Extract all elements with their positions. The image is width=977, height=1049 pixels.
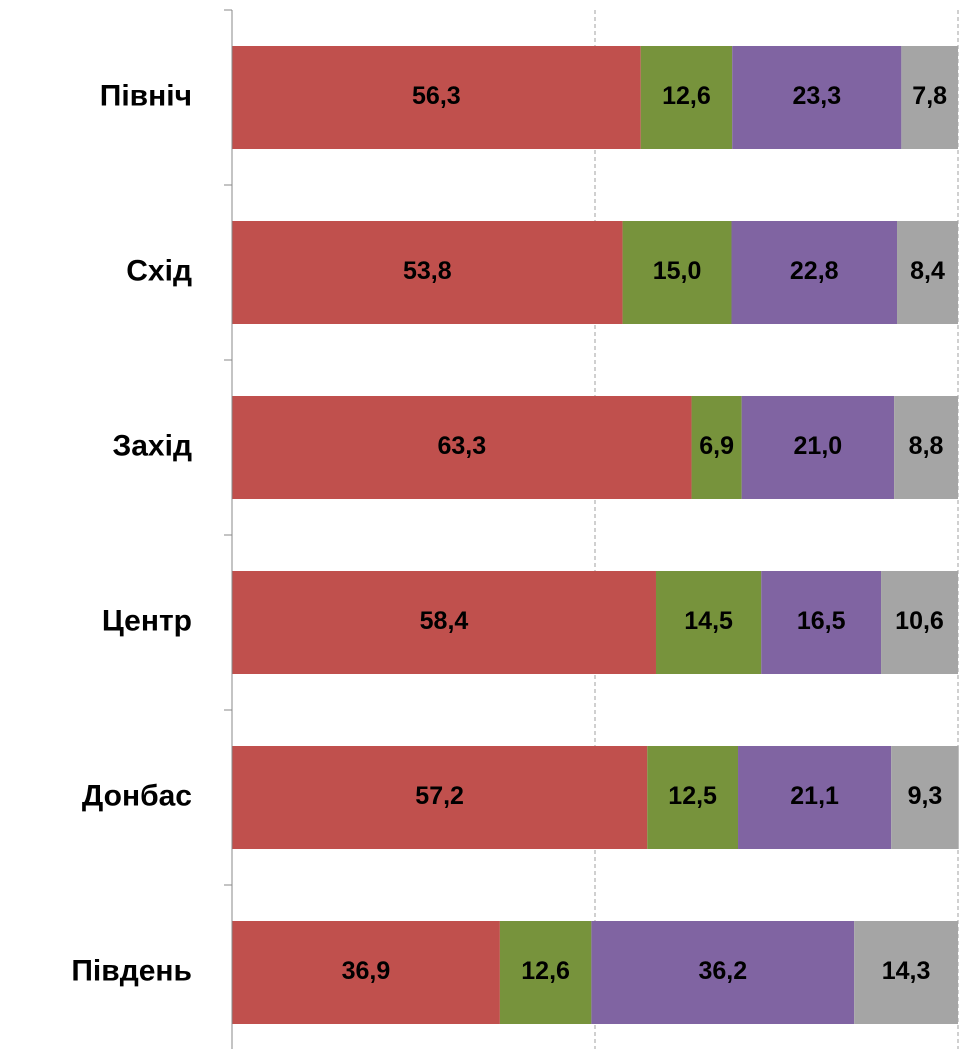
data-label: 58,4 — [420, 607, 469, 635]
bar-segment — [622, 221, 732, 324]
data-label: 22,8 — [790, 257, 839, 285]
data-label: 56,3 — [412, 82, 461, 110]
data-label: 57,2 — [415, 782, 464, 810]
data-label: 8,4 — [910, 257, 945, 285]
bar-segment — [691, 396, 742, 499]
bar-segment — [732, 46, 902, 149]
data-label: 12,6 — [521, 957, 570, 985]
bar-segment — [894, 396, 958, 499]
bar-segment — [741, 396, 895, 499]
data-label: 15,0 — [653, 257, 702, 285]
bar-segment — [881, 571, 958, 674]
y-tick-label: Донбас — [82, 779, 192, 812]
bar-segment — [731, 221, 898, 324]
bar-segment — [854, 921, 958, 1024]
data-label: 36,2 — [698, 957, 747, 985]
data-label: 12,5 — [668, 782, 717, 810]
bar-segment — [901, 46, 958, 149]
bar-segment — [232, 221, 623, 324]
data-label: 7,8 — [912, 82, 947, 110]
bar-segment — [655, 571, 762, 674]
data-label: 36,9 — [342, 957, 391, 985]
data-label: 9,3 — [908, 782, 943, 810]
data-label: 6,9 — [699, 432, 734, 460]
data-label: 63,3 — [437, 432, 486, 460]
bar-segment — [647, 746, 739, 849]
bar-segment — [897, 221, 958, 324]
bar-segment — [232, 921, 500, 1024]
data-label: 23,3 — [792, 82, 841, 110]
data-label: 21,0 — [794, 432, 843, 460]
data-label: 14,3 — [882, 957, 931, 985]
y-tick-label: Центр — [102, 604, 192, 637]
data-label: 10,6 — [895, 607, 944, 635]
bar-segment — [232, 396, 692, 499]
bar-segment — [232, 571, 656, 674]
data-label: 21,1 — [790, 782, 839, 810]
bar-segment — [232, 746, 648, 849]
y-tick-label: Північ — [100, 79, 192, 112]
data-label: 12,6 — [662, 82, 711, 110]
bar-segment — [738, 746, 892, 849]
y-tick-label: Захід — [112, 429, 192, 462]
bar-segment — [891, 746, 959, 849]
bar-segment — [761, 571, 882, 674]
data-label: 16,5 — [797, 607, 846, 635]
bar-segment — [591, 921, 855, 1024]
bar-segment — [640, 46, 733, 149]
bar-segment — [499, 921, 592, 1024]
data-label: 53,8 — [403, 257, 452, 285]
data-label: 8,8 — [909, 432, 944, 460]
y-tick-label: Схід — [126, 254, 192, 287]
bar-segment — [232, 46, 641, 149]
data-label: 14,5 — [684, 607, 733, 635]
y-tick-label: Південь — [71, 954, 192, 987]
